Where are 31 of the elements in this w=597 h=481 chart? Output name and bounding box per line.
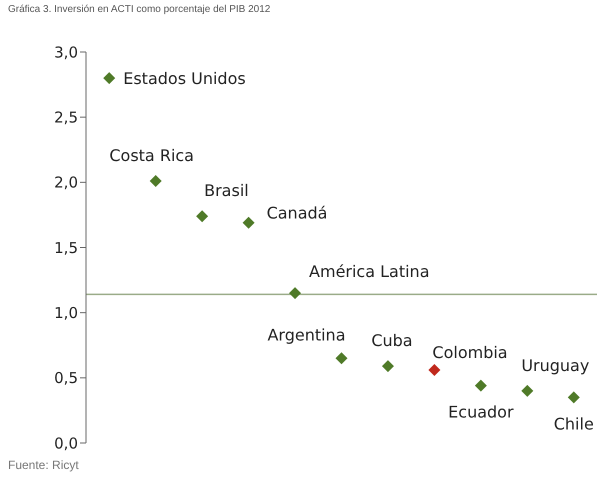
point	[150, 175, 162, 188]
annotation: Chile	[554, 414, 594, 434]
point	[521, 384, 534, 397]
annotation: Ecuador	[448, 402, 514, 422]
annotation: Brasil	[204, 181, 249, 200]
y-tick-label: 3,0	[54, 43, 78, 62]
annotation: Estados Unidos	[123, 69, 246, 88]
annotation: Uruguay	[521, 356, 590, 375]
annotation: Cuba	[371, 331, 413, 350]
source-note: Fuente: Ricyt	[8, 458, 79, 472]
chart-title: Gráfica 3. Inversión en ACTI como porcentaje del PIB 2012	[8, 4, 270, 15]
point	[103, 72, 116, 84]
point	[568, 391, 580, 404]
annotation: Canadá	[266, 204, 328, 223]
point	[196, 210, 208, 222]
point	[289, 287, 302, 300]
y-tick-label: 0,0	[54, 434, 78, 452]
y-tick-label: 0,5	[54, 369, 78, 388]
y-tick-label: 2,5	[54, 108, 78, 126]
annotation: Colombia	[432, 343, 508, 362]
y-tick-label: 2,0	[54, 174, 78, 192]
annotation: Argentina	[267, 325, 346, 344]
point	[474, 380, 487, 392]
point	[428, 364, 440, 376]
annotation: Costa Rica	[109, 146, 194, 166]
y-tick-label: 1,0	[54, 304, 78, 322]
point	[382, 360, 394, 372]
point	[242, 216, 255, 229]
annotation: América Latina	[309, 262, 430, 282]
point	[336, 352, 348, 364]
y-tick-label: 1,5	[54, 238, 78, 257]
